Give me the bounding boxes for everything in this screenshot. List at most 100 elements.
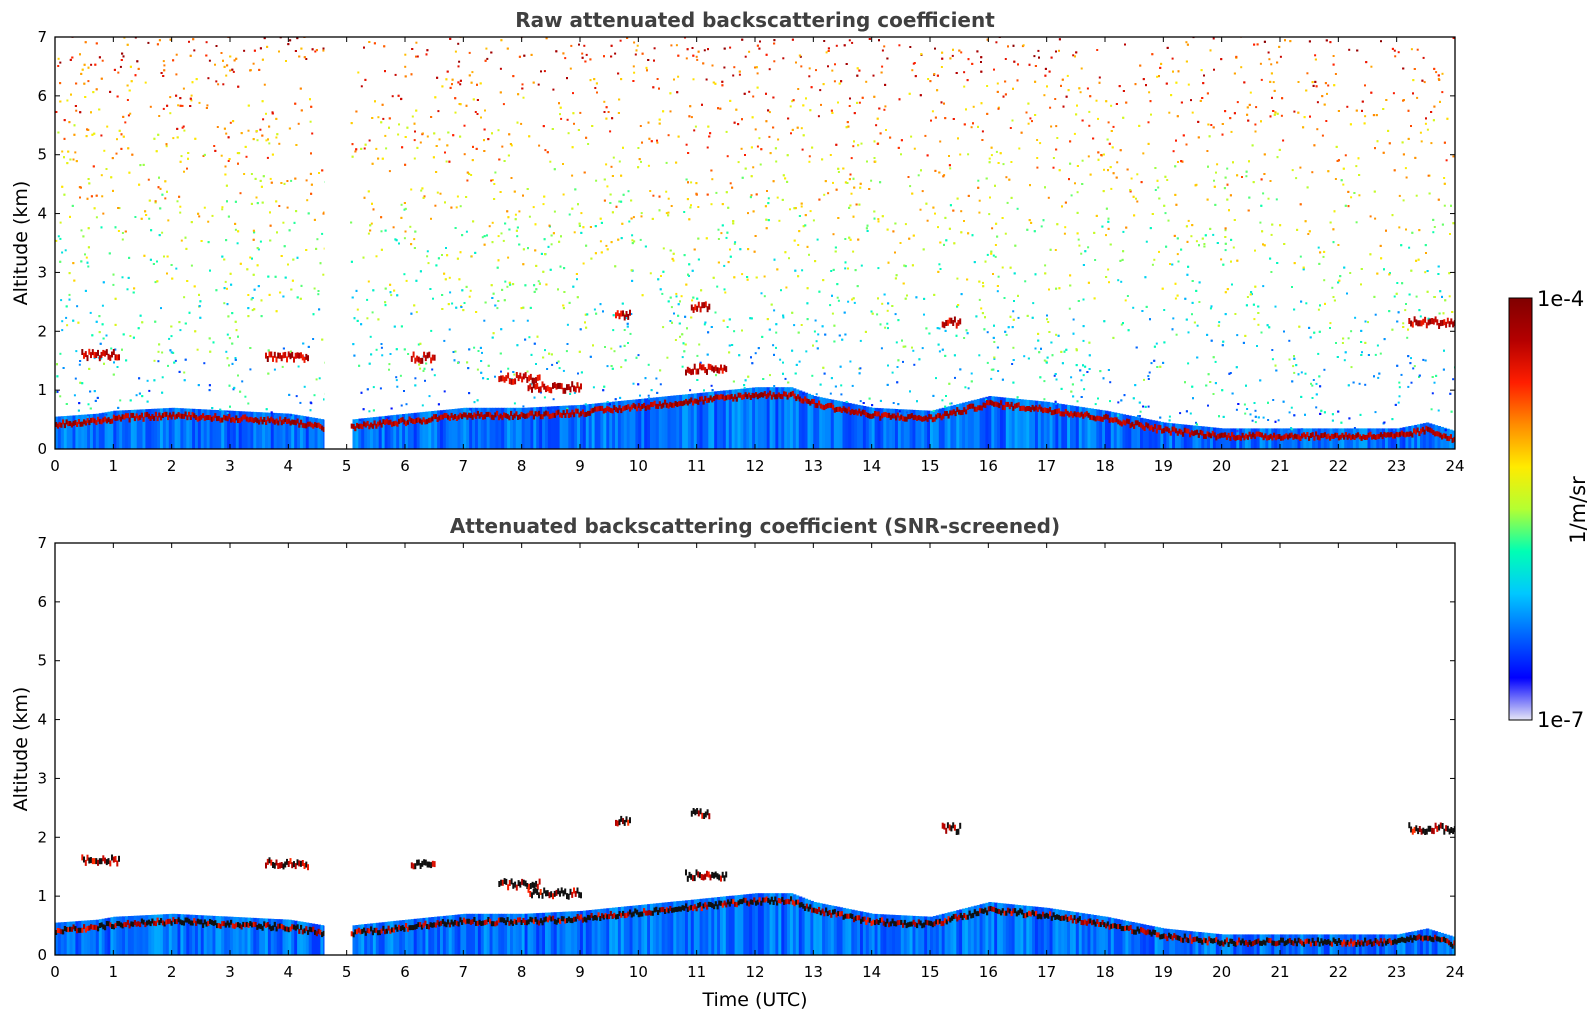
noise-pixel <box>1126 168 1129 171</box>
noise-pixel <box>808 155 811 158</box>
noise-pixel <box>773 385 776 387</box>
noise-pixel <box>558 367 561 370</box>
noise-pixel <box>918 358 921 361</box>
noise-pixel <box>859 182 862 185</box>
bl-column <box>670 395 674 449</box>
noise-pixel <box>1130 177 1133 180</box>
noise-pixel <box>472 145 474 148</box>
noise-pixel <box>129 399 132 402</box>
bl-column <box>690 393 695 449</box>
noise-pixel <box>743 92 746 95</box>
noise-pixel <box>119 65 122 68</box>
noise-pixel <box>1377 376 1380 379</box>
noise-pixel <box>1300 395 1303 398</box>
noise-pixel <box>960 51 963 54</box>
noise-pixel <box>949 204 952 207</box>
noise-pixel <box>360 85 363 88</box>
noise-pixel <box>156 260 158 263</box>
noise-pixel <box>372 386 375 389</box>
noise-pixel <box>1207 404 1209 407</box>
noise-pixel <box>830 377 833 380</box>
noise-pixel <box>1134 384 1137 387</box>
noise-pixel <box>808 253 810 256</box>
bl-column <box>200 409 205 449</box>
noise-pixel <box>1207 373 1210 376</box>
noise-pixel <box>161 231 164 234</box>
bl-column <box>162 408 167 449</box>
noise-pixel <box>602 310 604 313</box>
noise-pixel <box>413 238 416 241</box>
bl-column <box>673 395 677 449</box>
noise-pixel <box>989 196 991 199</box>
bl-column <box>950 405 954 449</box>
noise-pixel <box>110 347 113 350</box>
noise-pixel <box>400 216 403 219</box>
noise-pixel <box>471 71 474 74</box>
noise-pixel <box>112 373 115 376</box>
noise-pixel <box>930 119 932 122</box>
noise-pixel <box>1369 215 1372 218</box>
noise-pixel <box>595 312 598 315</box>
noise-pixel <box>1172 150 1175 153</box>
noise-pixel <box>746 276 749 278</box>
noise-pixel <box>1107 268 1110 271</box>
noise-pixel <box>446 254 449 257</box>
bl-column <box>463 407 467 449</box>
noise-pixel <box>1299 203 1302 206</box>
noise-pixel <box>265 112 267 115</box>
noise-pixel <box>923 297 926 300</box>
noise-pixel <box>778 219 781 222</box>
bl-column <box>399 414 403 449</box>
noise-pixel <box>1094 403 1097 406</box>
noise-pixel <box>1346 105 1349 108</box>
noise-pixel <box>262 118 265 121</box>
noise-pixel <box>179 104 182 107</box>
bl-column <box>804 392 809 449</box>
noise-pixel <box>1048 331 1051 333</box>
noise-pixel <box>138 183 141 186</box>
noise-pixel <box>628 220 631 223</box>
noise-pixel <box>1272 399 1275 401</box>
noise-pixel <box>844 33 846 35</box>
noise-pixel <box>283 182 286 185</box>
bl-column <box>1102 410 1106 449</box>
noise-pixel <box>599 240 602 243</box>
noise-pixel <box>748 90 751 93</box>
noise-pixel <box>1425 32 1427 34</box>
noise-pixel <box>707 331 710 334</box>
noise-pixel <box>851 384 854 387</box>
noise-pixel <box>1230 238 1233 241</box>
noise-pixel <box>883 108 886 111</box>
noise-pixel <box>1080 67 1083 70</box>
noise-pixel <box>315 247 318 250</box>
noise-pixel <box>379 387 382 390</box>
noise-pixel <box>523 54 526 57</box>
noise-pixel <box>443 339 446 342</box>
noise-pixel <box>477 350 480 352</box>
noise-pixel <box>90 63 93 66</box>
noise-pixel <box>1269 257 1272 260</box>
noise-pixel <box>80 260 83 263</box>
noise-pixel <box>521 83 524 86</box>
noise-pixel <box>980 307 983 310</box>
noise-pixel <box>1249 413 1252 416</box>
noise-pixel <box>988 157 991 160</box>
noise-pixel <box>160 307 162 310</box>
bl-column <box>851 403 855 449</box>
bl-column <box>165 408 170 449</box>
noise-pixel <box>582 226 585 229</box>
noise-pixel <box>1063 232 1066 235</box>
noise-pixel <box>1293 110 1296 113</box>
bl-column <box>577 405 581 449</box>
noise-pixel <box>90 111 92 114</box>
noise-pixel <box>1408 246 1411 249</box>
noise-pixel <box>229 405 231 408</box>
bl-column <box>107 411 111 449</box>
noise-pixel <box>1070 376 1073 379</box>
noise-pixel <box>1343 266 1346 269</box>
noise-pixel <box>522 194 524 197</box>
noise-pixel <box>573 122 575 125</box>
bl-column <box>405 413 409 449</box>
noise-pixel <box>731 186 734 189</box>
bl-column <box>1207 426 1211 449</box>
